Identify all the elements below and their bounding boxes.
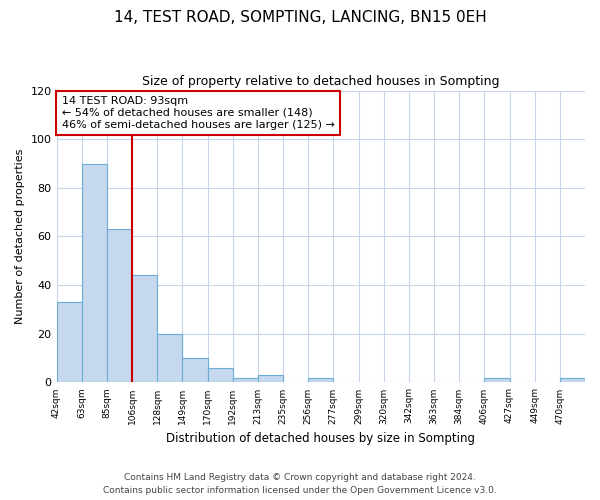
- Text: 14, TEST ROAD, SOMPTING, LANCING, BN15 0EH: 14, TEST ROAD, SOMPTING, LANCING, BN15 0…: [113, 10, 487, 25]
- Bar: [157, 334, 182, 382]
- Bar: [208, 368, 233, 382]
- X-axis label: Distribution of detached houses by size in Sompting: Distribution of detached houses by size …: [166, 432, 475, 445]
- Y-axis label: Number of detached properties: Number of detached properties: [15, 149, 25, 324]
- Bar: [56, 302, 82, 382]
- Bar: [233, 378, 258, 382]
- Bar: [132, 276, 157, 382]
- Title: Size of property relative to detached houses in Sompting: Size of property relative to detached ho…: [142, 75, 500, 88]
- Bar: [308, 378, 334, 382]
- Bar: [258, 375, 283, 382]
- Bar: [182, 358, 208, 382]
- Text: 14 TEST ROAD: 93sqm
← 54% of detached houses are smaller (148)
46% of semi-detac: 14 TEST ROAD: 93sqm ← 54% of detached ho…: [62, 96, 335, 130]
- Bar: [107, 229, 132, 382]
- Bar: [484, 378, 509, 382]
- Bar: [82, 164, 107, 382]
- Text: Contains HM Land Registry data © Crown copyright and database right 2024.
Contai: Contains HM Land Registry data © Crown c…: [103, 473, 497, 495]
- Bar: [560, 378, 585, 382]
